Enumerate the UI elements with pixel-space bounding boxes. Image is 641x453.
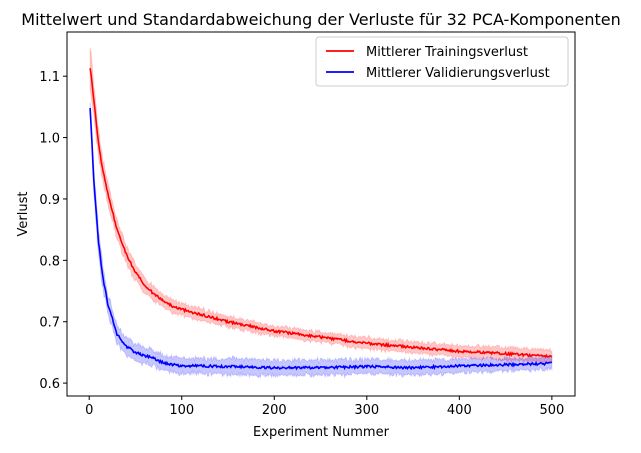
x-tick-label: 400 <box>447 403 472 418</box>
legend-box <box>315 36 569 87</box>
legend: Mittlerer Trainingsverlust Mittlerer Val… <box>315 36 569 87</box>
plot-frame <box>66 31 576 397</box>
y-tick-label: 0.9 <box>39 193 60 208</box>
x-tick-label: 500 <box>539 403 564 418</box>
x-tick-label: 200 <box>262 403 287 418</box>
std-band-validation <box>89 102 553 380</box>
y-tick-label: 1.1 <box>39 70 60 85</box>
x-axis-label: Experiment Nummer <box>253 425 390 440</box>
std-band-training <box>89 47 553 366</box>
legend-label-training: Mittlerer Trainingsverlust <box>366 45 528 60</box>
x-tick-label: 100 <box>169 403 194 418</box>
x-tick-label: 300 <box>354 403 379 418</box>
series-line-training <box>89 68 552 359</box>
y-tick-label: 0.7 <box>39 316 60 331</box>
y-axis-label: Verlust <box>16 192 31 237</box>
x-tick-label: 0 <box>85 403 93 418</box>
y-tick-label: 1.0 <box>39 132 60 147</box>
legend-label-validation: Mittlerer Validierungsverlust <box>366 66 550 81</box>
chart-title: Mittelwert und Standardabweichung der Ve… <box>21 10 620 29</box>
y-tick-label: 0.6 <box>39 377 60 392</box>
series-line-validation <box>89 108 552 371</box>
y-tick-label: 0.8 <box>39 254 60 269</box>
